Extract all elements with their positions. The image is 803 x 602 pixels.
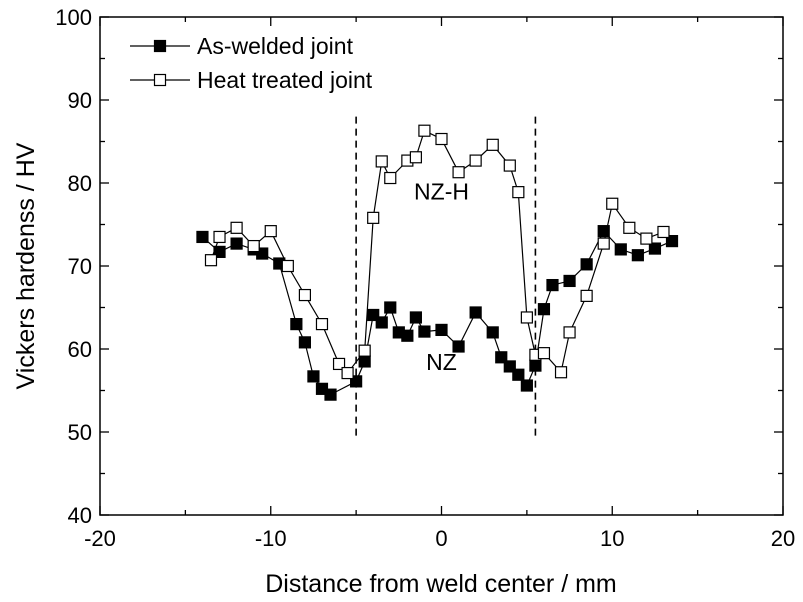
data-point-series-1 [196,230,209,244]
data-point-series-2 [230,221,243,234]
data-point-series-1 [520,379,533,392]
x-axis-title: Distance from weld center / mm [265,570,617,598]
x-tick-label: 10 [600,526,624,551]
data-point-series-2 [503,159,516,172]
data-point-series-2 [298,288,311,302]
data-point-series-2 [580,289,593,302]
axis-ticks [99,16,784,516]
y-tick-label: 100 [55,5,92,30]
data-point-series-2 [657,225,670,239]
data-point-series-2 [486,138,499,151]
data-point-series-1 [384,301,397,314]
data-point-series-2 [520,311,533,324]
legend-marker [153,39,167,53]
annotation-label: NZ [426,349,457,375]
data-point-series-1 [563,274,576,288]
x-tick-label: 20 [771,526,795,551]
data-point-series-1 [452,340,465,353]
data-point-series-2 [554,366,568,379]
data-point-series-1 [230,237,243,250]
data-point-series-2 [640,232,653,245]
data-point-series-1 [358,355,371,368]
data-point-series-2 [358,344,371,357]
data-point-series-2 [375,155,388,168]
data-point-series-1 [350,375,363,388]
data-point-series-1 [367,308,380,322]
y-tick-label: 40 [68,503,92,528]
data-point-series-1 [409,311,422,324]
data-point-series-1 [469,306,482,319]
data-point-series-1 [648,242,662,255]
data-point-series-2 [409,151,422,164]
data-point-series-1 [486,326,499,339]
legend-label: Heat treated joint [197,67,373,93]
y-tick-label: 50 [68,420,92,445]
data-point-series-2 [623,221,636,234]
data-point-series-1 [631,249,644,262]
data-point-series-1 [435,323,448,337]
series-line-2 [210,129,664,375]
data-point-series-2 [418,124,431,137]
data-point-series-2 [597,237,610,250]
data-point-series-2 [563,326,576,339]
annotation-label: NZ-H [414,179,469,205]
data-point-series-2 [247,239,260,253]
y-tick-label: 80 [68,171,92,196]
x-tick-label: -10 [255,526,287,551]
data-point-series-2 [435,132,448,146]
data-point-series-1 [512,368,525,381]
data-point-series-1 [418,325,431,338]
y-tick-label: 90 [68,88,92,113]
data-point-series-1 [256,247,269,260]
legend: As-welded joint Heat treated joint [130,33,373,93]
legend-marker [153,73,167,87]
data-point-series-1 [307,370,320,383]
data-point-series-1 [298,336,311,349]
legend-label: As-welded joint [197,33,354,59]
data-point-series-1 [537,303,551,316]
y-axis-title: Vickers hardenss / HV [12,142,40,389]
data-point-series-1 [324,388,337,401]
y-tick-label: 60 [68,337,92,362]
data-point-series-2 [537,347,551,360]
x-tick-label: -20 [84,526,116,551]
data-point-series-1 [546,278,559,292]
annotations: NZ-H NZ [414,179,469,375]
data-point-series-2 [264,225,277,238]
data-point-series-2 [204,254,218,267]
data-point-series-2 [512,186,525,199]
data-point-series-1 [401,329,414,342]
data-point-series-1 [597,225,610,238]
axis-tick-labels: -20 -10 0 10 20 40 50 60 70 80 90 100 [55,5,795,551]
data-point-series-2 [341,366,354,380]
data-point-series-1 [580,258,593,271]
data-point-series-2 [367,211,380,224]
x-tick-label: 0 [435,526,447,551]
data-point-series-1 [665,235,679,248]
data-point-series-1 [529,359,542,372]
data-point-series-1 [495,351,508,364]
series-markers [196,124,679,401]
data-point-series-2 [469,154,482,167]
y-tick-label: 70 [68,254,92,279]
data-point-series-2 [281,259,294,273]
data-point-series-2 [606,197,619,210]
data-point-series-1 [614,243,627,256]
data-point-series-2 [384,171,397,185]
data-point-series-2 [213,230,226,244]
data-point-series-1 [375,316,388,329]
data-point-series-1 [290,318,303,331]
data-point-series-1 [503,360,516,373]
data-point-series-2 [452,166,465,179]
data-point-series-2 [332,357,346,371]
data-point-series-2 [315,318,329,331]
data-point-series-1 [213,245,226,258]
